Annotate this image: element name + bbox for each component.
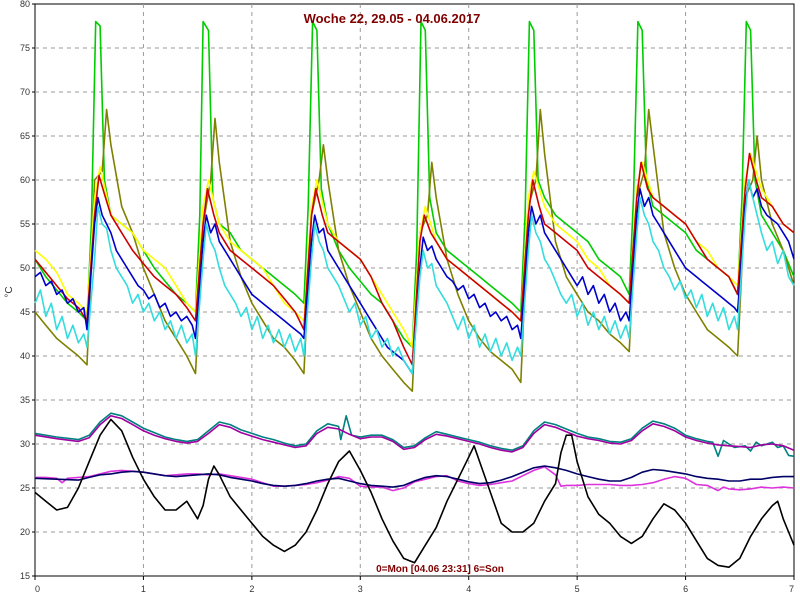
chart-title: Woche 22, 29.05 - 04.06.2017 <box>304 11 481 26</box>
x-tick-label: 4 <box>466 584 471 594</box>
y-tick-label: 75 <box>20 43 30 53</box>
y-tick-label: 20 <box>20 527 30 537</box>
y-tick-label: 65 <box>20 131 30 141</box>
y-tick-label: 35 <box>20 395 30 405</box>
y-axis-ticks: 15 20 25 30 35 40 45 50 55 60 65 70 75 80 <box>20 0 35 581</box>
series-line-10 <box>34 465 794 488</box>
x-tick-label: 7 <box>789 584 794 594</box>
x-tick-label: 0 <box>35 584 40 594</box>
series-line-7 <box>34 412 795 458</box>
y-tick-label: 60 <box>20 175 30 185</box>
series-line-5 <box>34 179 795 375</box>
series-line-11 <box>34 418 795 569</box>
series-line-4 <box>34 152 795 366</box>
y-axis-label: °C <box>4 286 15 297</box>
grid <box>35 4 794 576</box>
x-tick-label: 2 <box>249 584 254 594</box>
y-tick-label: 70 <box>20 87 30 97</box>
x-tick-label: 1 <box>141 584 146 594</box>
y-tick-label: 80 <box>20 0 30 9</box>
series-group <box>34 20 795 569</box>
x-tick-label: 3 <box>358 584 363 594</box>
y-tick-label: 55 <box>20 219 30 229</box>
series-line-6 <box>34 179 795 375</box>
series-line-8 <box>34 414 795 453</box>
x-axis-label: 0=Mon [04.06 23:31] 6=Son <box>376 564 504 575</box>
y-tick-label: 40 <box>20 351 30 361</box>
y-tick-label: 15 <box>20 571 30 581</box>
y-tick-label: 50 <box>20 263 30 273</box>
y-tick-label: 30 <box>20 439 30 449</box>
y-tick-label: 25 <box>20 483 30 493</box>
x-tick-label: 6 <box>683 584 688 594</box>
x-axis-ticks: 0 1 2 3 4 5 6 7 <box>34 576 795 594</box>
y-tick-label: 45 <box>20 307 30 317</box>
x-tick-label: 5 <box>575 584 580 594</box>
